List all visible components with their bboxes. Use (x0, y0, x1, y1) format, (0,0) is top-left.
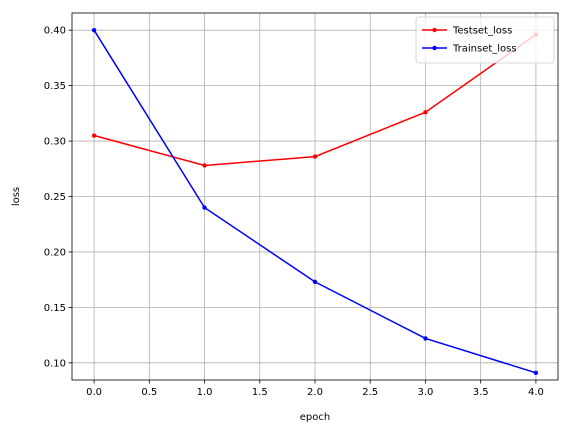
legend-label: Testset_loss (452, 26, 512, 37)
legend-marker (432, 45, 437, 51)
series-1-point (312, 279, 318, 285)
x-tick-label: 1.0 (197, 387, 213, 398)
y-axis-label: loss (11, 187, 22, 206)
series-1-point (533, 370, 539, 375)
x-tick-label: 2.0 (307, 387, 323, 398)
x-axis-label: epoch (300, 412, 330, 423)
x-tick-label: 3.0 (418, 387, 434, 398)
legend: Testset_loss Trainset_loss (415, 16, 555, 64)
x-tick-label: 3.5 (473, 387, 489, 398)
x-tick-label: 4.0 (528, 387, 544, 398)
legend-marker (432, 27, 437, 33)
x-tick-label: 1.5 (252, 387, 268, 398)
series-0-point (202, 163, 207, 168)
series-0-point (312, 154, 318, 159)
legend-label: Trainset_loss (452, 44, 517, 55)
y-tick-label: 0.20 (44, 247, 66, 258)
y-tick-label: 0.15 (44, 303, 66, 314)
ticks: 0.0 0.5 1.0 1.5 2.0 2.5 3.0 3.5 4.0 0.10 0.15 0.20 0… (44, 26, 544, 398)
x-tick-label: 2.5 (362, 387, 378, 398)
series-1-point (91, 27, 97, 33)
x-tick-label: 0.0 (86, 387, 102, 398)
y-tick-label: 0.30 (44, 137, 66, 148)
y-tick-label: 0.10 (44, 358, 66, 369)
grid (72, 13, 558, 380)
y-tick-label: 0.40 (44, 26, 66, 37)
series-1-point (202, 205, 207, 210)
y-tick-label: 0.35 (44, 81, 66, 92)
series-1-point (423, 336, 428, 341)
legend-box (415, 16, 555, 64)
series-0-point (91, 133, 97, 138)
y-tick-label: 0.25 (44, 192, 66, 203)
x-tick-label: 0.5 (141, 387, 157, 398)
series-0-point (423, 110, 428, 115)
